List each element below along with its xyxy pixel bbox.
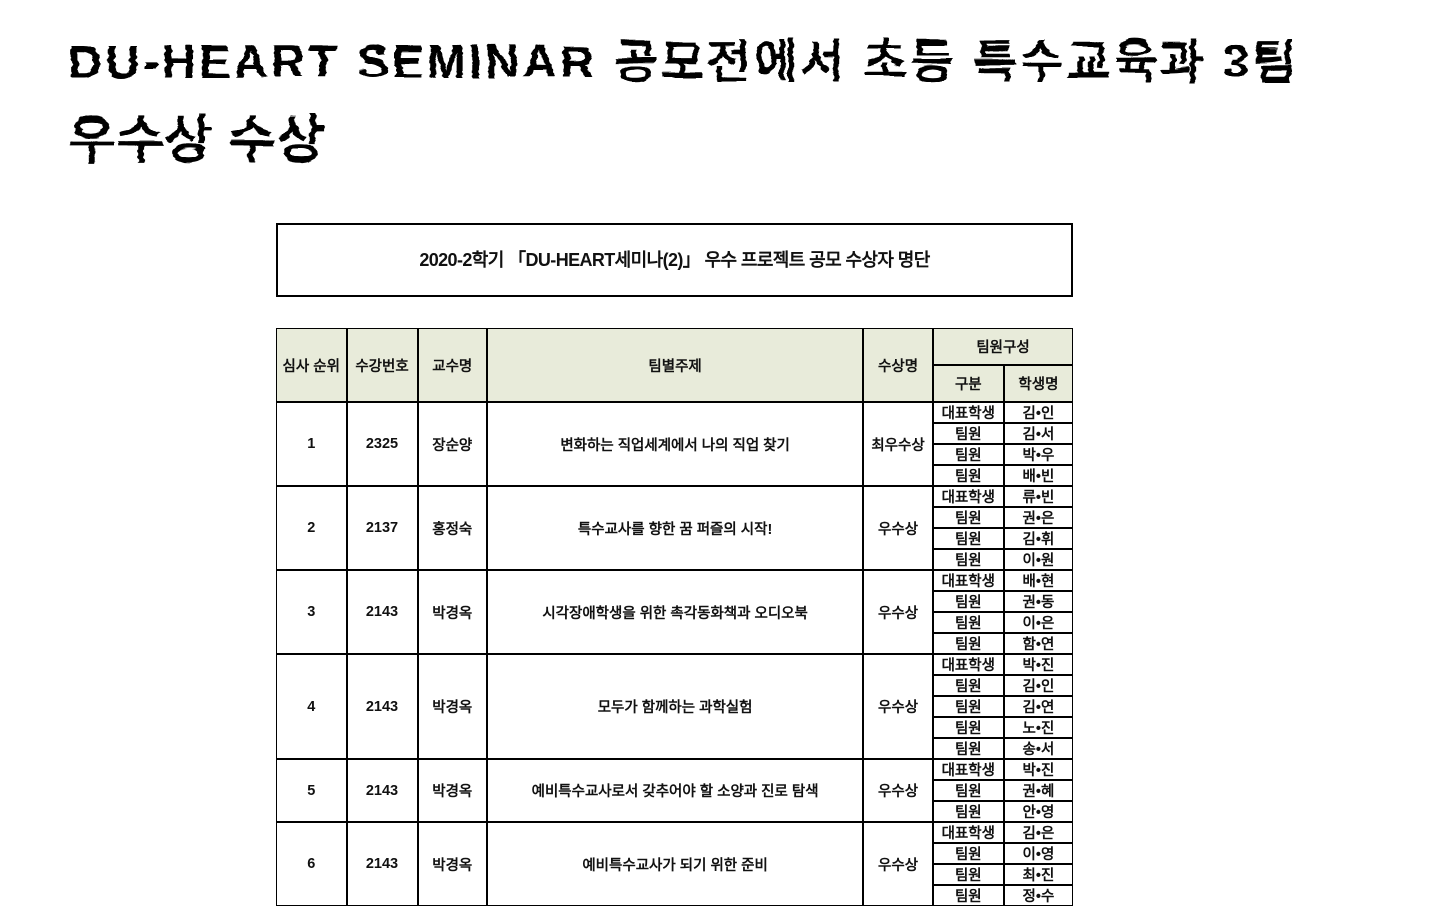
svg-text:DU-HEART SEMINAR 공모전에서 초등 특수교육: DU-HEART SEMINAR 공모전에서 초등 특수교육과 3팀 [68, 35, 1299, 88]
svg-text:우수상 수상: 우수상 수상 [68, 112, 325, 170]
